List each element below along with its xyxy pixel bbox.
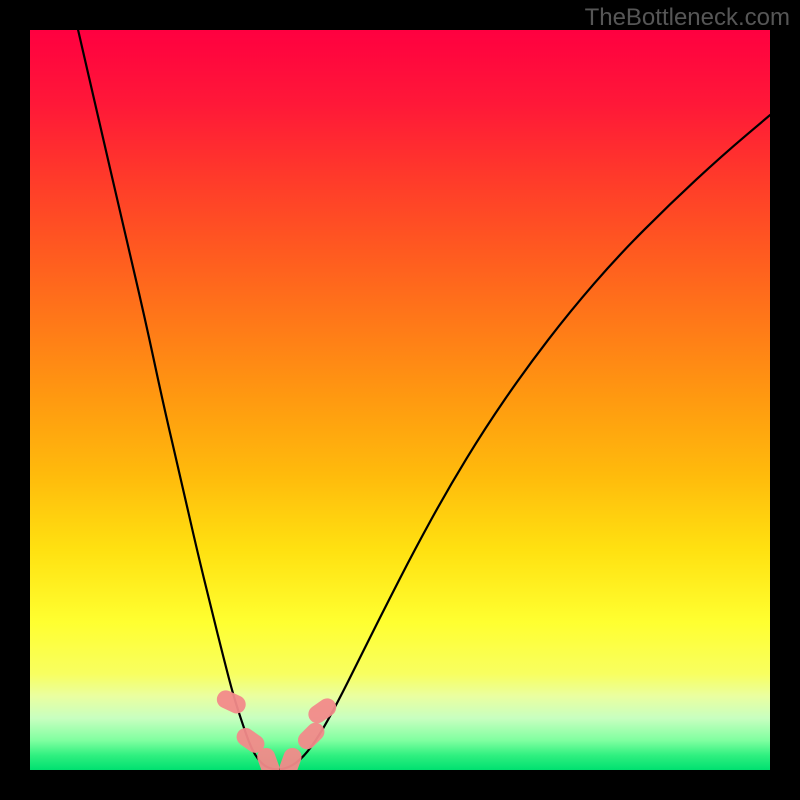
marker-point bbox=[277, 745, 304, 770]
marker-point bbox=[294, 719, 328, 753]
marker-point bbox=[214, 687, 249, 716]
frame: TheBottleneck.com bbox=[0, 0, 800, 800]
marker-point bbox=[255, 745, 282, 770]
bottleneck-curve bbox=[78, 30, 770, 769]
marker-point bbox=[233, 724, 268, 756]
plot-area bbox=[30, 30, 770, 770]
watermark-text: TheBottleneck.com bbox=[585, 4, 790, 32]
curve-svg bbox=[30, 30, 770, 770]
marker-point bbox=[305, 695, 340, 727]
